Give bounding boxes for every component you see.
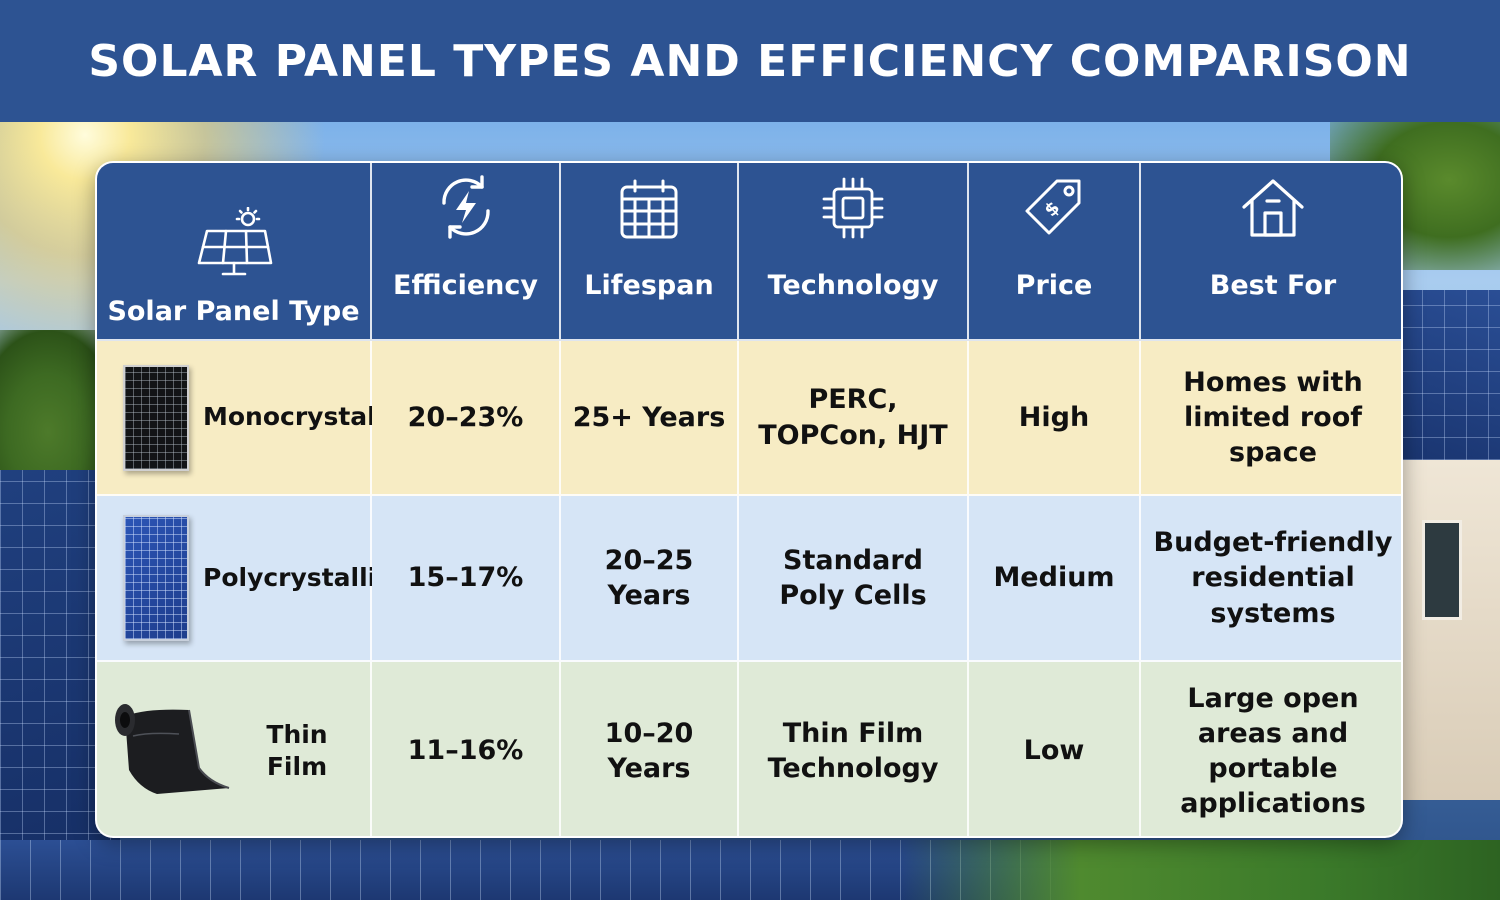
header-efficiency: Efficiency (372, 163, 561, 341)
monocrystalline-panel-image (123, 364, 189, 471)
house-icon (1240, 175, 1306, 250)
comparison-table: Solar Panel Type Efficiency (95, 161, 1403, 838)
header-price: $ Price (969, 163, 1141, 341)
svg-text:$: $ (1040, 197, 1064, 221)
row-poly-price: Medium (969, 496, 1141, 662)
header-label: Price (1015, 269, 1093, 301)
polycrystalline-panel-image (123, 515, 189, 641)
row-thin-technology: Thin Film Technology (739, 662, 969, 836)
header-label: Lifespan (584, 269, 714, 301)
panel-type-label: Thin Film (266, 719, 328, 782)
row-thin-price: Low (969, 662, 1141, 836)
title-banner: SOLAR PANEL TYPES AND EFFICIENCY COMPARI… (0, 0, 1500, 122)
price-tag-icon: $ (1021, 175, 1087, 250)
row-poly-technology: Standard Poly Cells (739, 496, 969, 662)
header-label: Efficiency (393, 269, 538, 301)
lightning-refresh-icon (432, 173, 500, 250)
row-poly-best-for: Budget-friendly residential systems (1141, 496, 1401, 662)
header-label: Best For (1209, 269, 1337, 301)
house-right (1400, 460, 1500, 800)
header-technology: Technology (739, 163, 969, 341)
row-poly-efficiency: 15–17% (372, 496, 561, 662)
page-title: SOLAR PANEL TYPES AND EFFICIENCY COMPARI… (88, 35, 1412, 87)
row-mono-price: High (969, 341, 1141, 496)
row-poly-type: Polycrystalline (97, 496, 411, 662)
header-label: Solar Panel Type (107, 295, 360, 327)
row-mono-type: Monocrystalline (97, 341, 428, 496)
solar-roof-right (1400, 290, 1500, 460)
row-mono-efficiency: 20–23% (372, 341, 561, 496)
row-thin-best-for: Large open areas and portable applicatio… (1141, 662, 1401, 836)
row-thin-efficiency: 11–16% (372, 662, 561, 836)
thin-film-roll-image (109, 696, 234, 806)
row-mono-best-for: Homes with limited roof space (1141, 341, 1401, 496)
row-thin-type: Thin Film (97, 662, 372, 836)
house-window (1422, 520, 1462, 620)
header-best-for: Best For (1141, 163, 1401, 341)
header-lifespan: Lifespan (561, 163, 739, 341)
header-solar-panel-type: Solar Panel Type (97, 163, 372, 341)
chip-icon (820, 175, 886, 250)
calendar-icon (617, 177, 681, 250)
row-mono-technology: PERC, TOPCon, HJT (739, 341, 969, 496)
garden-bottom (900, 840, 1500, 900)
row-poly-lifespan: 20–25 Years (561, 496, 739, 662)
row-thin-lifespan: 10–20 Years (561, 662, 739, 836)
header-label: Technology (767, 269, 939, 301)
row-mono-lifespan: 25+ Years (561, 341, 739, 496)
solar-panel-icon (193, 206, 275, 288)
